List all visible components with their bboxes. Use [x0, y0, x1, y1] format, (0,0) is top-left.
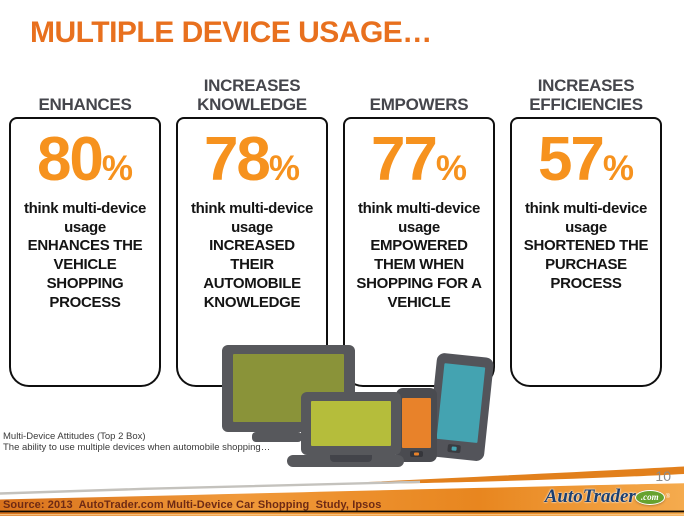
autotrader-logo-text: AutoTrader: [544, 486, 636, 507]
percent-sign: %: [435, 149, 468, 188]
stat-card: 78% think multi-device usage INCREASED T…: [176, 117, 328, 387]
stat-header: EMPOWERS: [369, 94, 469, 114]
percent-sign: %: [101, 149, 134, 188]
stat-column-enhances: ENHANCES 80% think multi-device usage EN…: [9, 68, 161, 387]
footer-rule: [0, 510, 684, 513]
autotrader-logo: AutoTrader .com ®: [545, 486, 670, 508]
devices-illustration: [222, 345, 494, 467]
swoosh-orange-band: [0, 483, 684, 516]
stat-value: 80: [36, 125, 104, 194]
stat-header: INCREASES KNOWLEDGE: [197, 75, 307, 114]
stat-header: INCREASES EFFICIENCIES: [529, 75, 643, 114]
stat-percent: 57%: [512, 129, 660, 191]
source-text: Source: 2013 AutoTrader.com Multi-Device…: [3, 499, 382, 511]
stat-column-empowers: EMPOWERS 77% think multi-device usage EM…: [343, 68, 495, 387]
stat-card: 80% think multi-device usage ENHANCES TH…: [9, 117, 161, 387]
stat-value: 77: [370, 125, 438, 194]
stat-percent: 77%: [345, 129, 493, 191]
footnote: Multi-Device Attitudes (Top 2 Box) The a…: [3, 431, 270, 453]
swoosh-upper-wedge: [368, 466, 684, 484]
footer-bottom-strip: [0, 514, 684, 516]
stat-description: think multi-device usage INCREASED THEIR…: [190, 199, 314, 311]
stat-percent: 80%: [11, 129, 159, 191]
stat-column-efficiencies: INCREASES EFFICIENCIES 57% think multi-d…: [510, 68, 662, 387]
stat-value: 78: [203, 125, 271, 194]
stat-description: think multi-device usage EMPOWERED THEM …: [356, 199, 482, 311]
stat-header: ENHANCES: [38, 94, 132, 114]
smartphone-icon: [396, 388, 437, 462]
stat-column-knowledge: INCREASES KNOWLEDGE 78% think multi-devi…: [176, 68, 328, 387]
stat-card: 77% think multi-device usage EMPOWERED T…: [343, 117, 495, 387]
stat-description: think multi-device usage SHORTENED THE P…: [523, 199, 649, 292]
logo-com-badge: .com: [634, 489, 665, 505]
logo-registered-mark: ®: [665, 494, 670, 500]
stat-card: 57% think multi-device usage SHORTENED T…: [510, 117, 662, 387]
stat-description: think multi-device usage ENHANCES THE VE…: [23, 199, 147, 311]
stat-cards-row: ENHANCES 80% think multi-device usage EN…: [9, 68, 675, 387]
stat-value: 57: [537, 125, 605, 194]
percent-sign: %: [602, 149, 635, 188]
slide-title: MULTIPLE DEVICE USAGE…: [30, 16, 432, 49]
stat-percent: 78%: [178, 129, 326, 191]
tablet-icon: [427, 353, 494, 461]
laptop-icon: [287, 392, 404, 467]
footnote-line-1: Multi-Device Attitudes (Top 2 Box): [3, 431, 146, 442]
footer-swoosh: [0, 466, 684, 516]
percent-sign: %: [268, 149, 301, 188]
page-number: 10: [655, 468, 671, 484]
swoosh-gray-curve: [0, 480, 421, 495]
footnote-line-2: The ability to use multiple devices when…: [3, 442, 271, 453]
